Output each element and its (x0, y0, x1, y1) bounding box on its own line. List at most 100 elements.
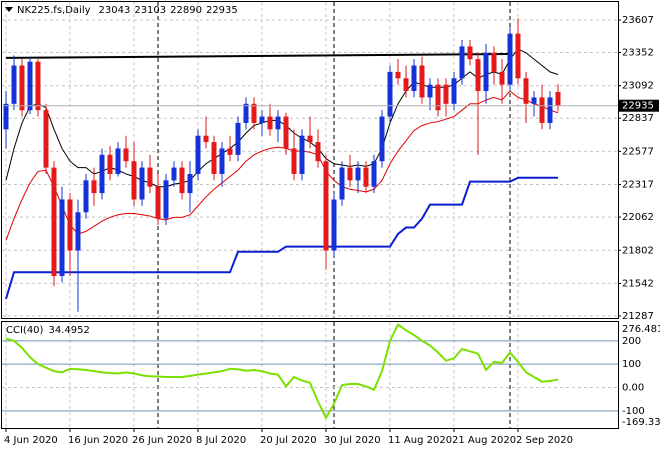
x-tick-label: 26 Jun 2020 (132, 435, 192, 446)
moving-line (5, 176, 558, 300)
candle-body (43, 110, 49, 168)
moving-line (5, 90, 559, 241)
candle-body (275, 116, 281, 130)
candle-body (291, 148, 297, 174)
candle-body (339, 167, 345, 200)
candle-body (499, 71, 505, 85)
candle-body (387, 71, 393, 117)
candle-body (451, 78, 457, 104)
candle-body (347, 167, 353, 181)
x-tick-label: 16 Jun 2020 (68, 435, 128, 446)
candle-body (379, 116, 385, 162)
cci-tick-label: 200 (622, 336, 641, 347)
trendline (5, 53, 511, 59)
cci-tick-label: 0.00 (622, 382, 644, 393)
candle-body (83, 180, 89, 213)
candle-body (299, 135, 305, 174)
candle-body (163, 180, 169, 219)
candle-body (195, 135, 201, 174)
y-tick-label: 23092 (622, 81, 654, 92)
candle-body (411, 65, 417, 92)
candle-body (491, 52, 497, 72)
candle-body (467, 46, 473, 60)
candle-body (443, 84, 449, 104)
candle-body (459, 46, 465, 79)
candle-body (123, 148, 129, 162)
x-tick-label: 30 Jul 2020 (324, 435, 381, 446)
cci-tick-label: 100 (622, 359, 641, 370)
y-tick-label: 22577 (622, 146, 654, 157)
price-box (619, 99, 659, 112)
candle-body (363, 167, 369, 187)
candle-body (35, 61, 41, 111)
y-tick-label: 21287 (622, 311, 654, 322)
candle-body (395, 71, 401, 79)
candle-body (331, 199, 337, 251)
candle-body (323, 161, 329, 251)
candle-body (403, 78, 409, 92)
candle-body (419, 65, 425, 98)
candle-body (19, 65, 25, 111)
moving-line (5, 48, 559, 188)
candle-body (115, 148, 121, 174)
candle-body (139, 167, 145, 200)
candle-body (131, 161, 137, 200)
candle-body (107, 154, 113, 174)
candle-body (539, 97, 545, 123)
candle-body (243, 103, 249, 123)
close-value: 22935 (206, 5, 238, 16)
main-frame (1, 1, 619, 319)
y-tick-label: 22837 (622, 113, 654, 124)
candle-body (307, 135, 313, 143)
candle-body (171, 167, 177, 181)
chart-title: NK225.fs,Daily (17, 5, 91, 16)
x-tick-label: 20 Jul 2020 (260, 435, 317, 446)
candle-body (227, 148, 233, 155)
candle-body (507, 33, 513, 85)
y-tick-label: 21802 (622, 245, 654, 256)
candle-body (11, 65, 17, 104)
candle-body (51, 167, 57, 277)
y-tick-label: 23352 (622, 48, 654, 59)
cci-tick-label: -100 (622, 406, 645, 417)
candle-body (203, 135, 209, 143)
y-tick-label: 23607 (622, 15, 654, 26)
candle-body (67, 199, 73, 251)
candle-body (267, 116, 273, 130)
candle-body (531, 97, 537, 104)
candle-body (147, 167, 153, 187)
cci-name: CCI(40) (6, 325, 44, 336)
candle-body (475, 59, 481, 92)
x-tick-label: 11 Aug 2020 (388, 435, 452, 446)
candle-body (59, 199, 65, 277)
cci-frame (1, 321, 619, 429)
candle-body (427, 84, 433, 98)
high-value: 23103 (134, 5, 166, 16)
x-tick-label: 8 Jul 2020 (196, 435, 246, 446)
y-tick-label: 21542 (622, 278, 654, 289)
cci-header: CCI(40) 34.4952 (6, 325, 90, 336)
x-tick-label: 2 Sep 2020 (516, 435, 573, 446)
candle-body (259, 116, 265, 123)
cci-value: 34.4952 (48, 325, 89, 336)
candle-body (555, 91, 561, 106)
cci-line (5, 323, 559, 420)
y-tick-label: 22317 (622, 180, 654, 191)
candle-body (515, 33, 521, 79)
candle-body (219, 148, 225, 174)
candle-body (179, 167, 185, 194)
candle-body (483, 52, 489, 92)
candle-body (251, 103, 257, 123)
price-label: 22935 (622, 101, 654, 112)
candle-body (371, 161, 377, 187)
candle-body (315, 142, 321, 162)
low-value: 22890 (170, 5, 202, 16)
candle-body (523, 78, 529, 104)
candle-body (235, 122, 241, 155)
x-tick-label: 21 Aug 2020 (452, 435, 516, 446)
x-tick-label: 4 Jun 2020 (4, 435, 58, 446)
candle-body (155, 186, 161, 219)
